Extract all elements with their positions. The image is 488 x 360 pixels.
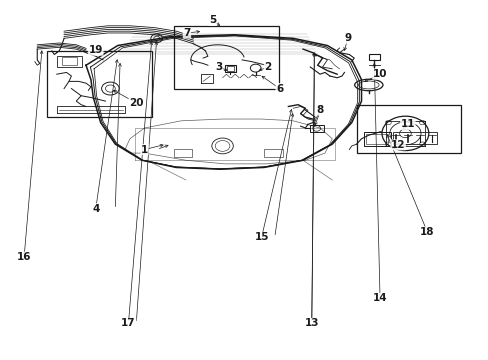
Text: 14: 14 [372,293,386,303]
Bar [173,149,192,157]
Text: 13: 13 [304,319,318,328]
Bar [356,105,461,153]
Bar [310,125,324,132]
Bar [173,26,278,89]
Text: 16: 16 [17,252,31,262]
Text: 3: 3 [215,62,223,72]
Text: 1: 1 [141,144,148,154]
Bar [392,132,436,144]
Text: 11: 11 [400,120,414,129]
Text: 15: 15 [254,232,268,242]
Text: 6: 6 [275,84,283,94]
Bar [366,134,387,144]
Bar [363,132,390,146]
Text: 10: 10 [372,69,386,79]
Bar [47,51,152,117]
Text: 20: 20 [129,98,143,108]
Bar [264,149,282,157]
Bar [226,66,233,71]
Text: 17: 17 [121,319,136,328]
Bar [57,55,82,67]
Text: 8: 8 [316,105,323,115]
Bar [61,57,77,65]
Bar [368,54,379,60]
Text: 12: 12 [390,140,405,150]
Text: 7: 7 [183,28,190,38]
Text: 2: 2 [264,62,271,72]
Text: 4: 4 [92,204,99,214]
Text: 19: 19 [88,45,103,55]
Text: 18: 18 [419,227,434,237]
Text: 5: 5 [209,15,216,26]
Bar [224,64,235,72]
Text: 9: 9 [344,33,351,43]
